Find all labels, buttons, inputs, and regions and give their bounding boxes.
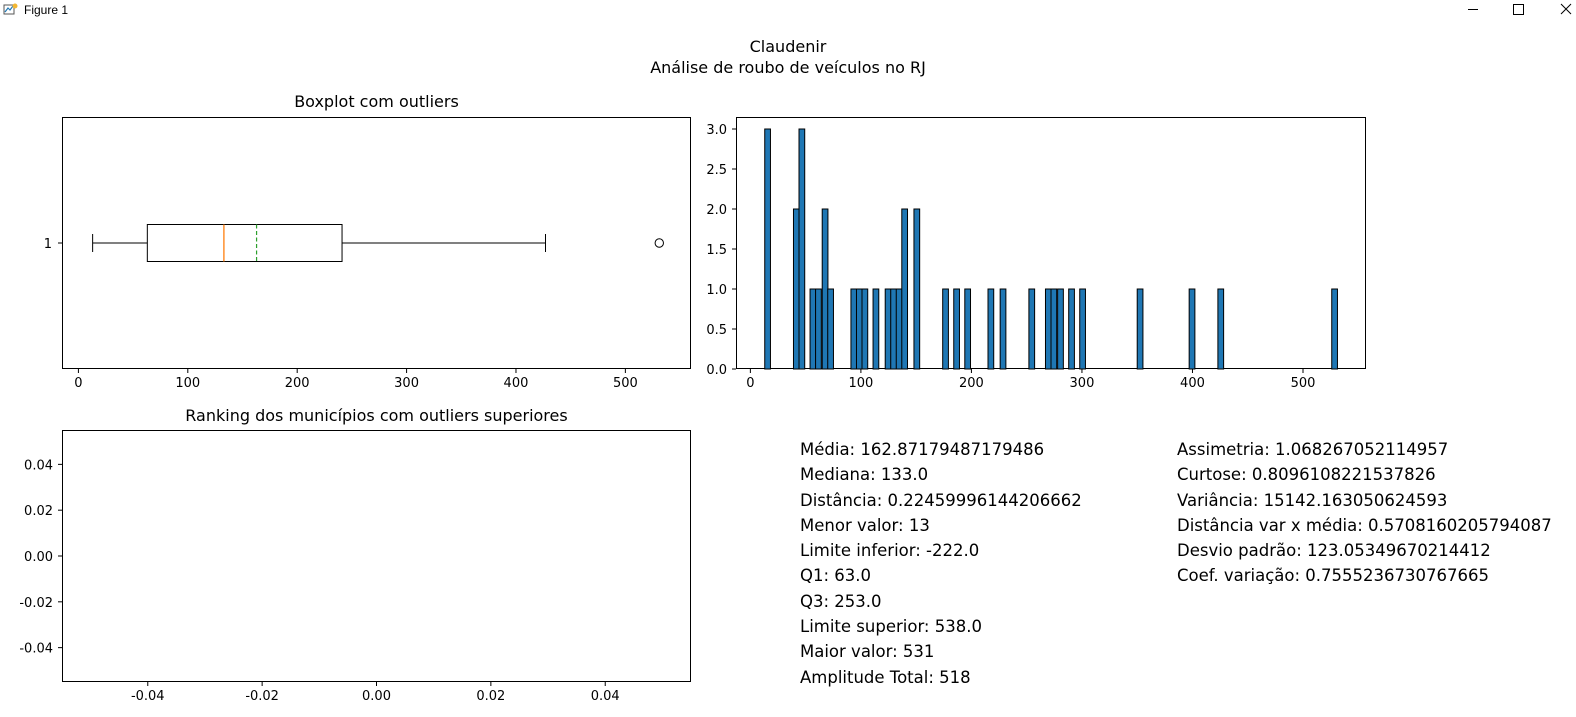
histogram-bar <box>872 288 880 370</box>
histogram-bar <box>999 288 1007 370</box>
histogram-ytick-label: 3.0 <box>706 123 727 138</box>
stat-line: Curtose: 0.8096108221537826 <box>1177 465 1436 485</box>
window-title: Figure 1 <box>24 3 69 17</box>
histogram-bar <box>815 288 822 370</box>
histogram-bar <box>942 288 949 370</box>
histogram-bar <box>1217 288 1225 370</box>
ranking-xtick-label: 0.04 <box>591 689 620 704</box>
histogram-xtick-label: 100 <box>848 376 873 391</box>
stat-line: Distância var x média: 0.570816020579408… <box>1177 515 1552 535</box>
boxplot-xtick-label: 500 <box>613 376 638 391</box>
ranking-ytick-label: -0.02 <box>19 596 53 611</box>
ranking-xtick-label: -0.04 <box>131 689 165 704</box>
histogram-ytick-label: 1.5 <box>706 243 727 258</box>
figure-app-icon <box>3 3 18 15</box>
histogram-bar <box>953 288 960 370</box>
histogram-bar <box>1331 288 1338 370</box>
histogram-ytick-label: 2.0 <box>706 203 727 218</box>
minimize-icon <box>1468 9 1478 10</box>
maximize-button[interactable] <box>1496 0 1542 20</box>
histogram-bar <box>1188 288 1196 370</box>
boxplot-axes-frame <box>62 117 691 369</box>
histogram-bar <box>861 288 869 370</box>
histogram-xtick-label: 200 <box>959 376 984 391</box>
stat-line: Limite superior: 538.0 <box>800 617 982 637</box>
histogram-bar <box>855 288 863 370</box>
histogram-bar <box>850 288 858 370</box>
histogram-bar <box>1136 288 1144 370</box>
stat-line: Menor valor: 13 <box>800 515 930 535</box>
ranking-ytick-label: 0.04 <box>24 458 53 473</box>
histogram-ytick-label: 0.0 <box>706 363 727 378</box>
stat-line: Assimetria: 1.068267052114957 <box>1177 440 1449 459</box>
histogram-xtick-label: 500 <box>1291 376 1316 391</box>
stat-line: Variância: 15142.163050624593 <box>1177 490 1448 510</box>
histogram-bar <box>901 208 909 370</box>
histogram-bar <box>792 208 800 370</box>
boxplot-ytick-label: 1 <box>44 237 52 252</box>
boxplot-chart: 0 100 200 300 400 500 1 <box>44 117 691 391</box>
histogram-bar <box>884 288 892 370</box>
histogram-bar <box>1050 288 1058 370</box>
maximize-icon <box>1513 4 1524 15</box>
ranking-chart: -0.04 -0.02 0.00 0.02 0.04 0.04 0.02 0.00 -0.02 -… <box>19 430 691 704</box>
histogram-ytick-label: 2.5 <box>706 163 727 178</box>
histogram-bar <box>798 128 806 370</box>
histogram-xtick-label: 300 <box>1070 376 1095 391</box>
histogram-ytick-label: 0.5 <box>706 323 727 338</box>
ranking-xtick-label: -0.02 <box>245 689 279 704</box>
histogram-bar <box>809 288 817 370</box>
ranking-xtick-label: 0.00 <box>362 689 391 704</box>
histogram-xtick-label: 400 <box>1180 376 1205 391</box>
histogram-bar <box>1044 288 1052 370</box>
ranking-ytick-label: 0.00 <box>24 550 53 565</box>
histogram-bar <box>827 288 834 370</box>
ranking-ytick-label: 0.02 <box>24 504 53 519</box>
histogram-bar <box>890 288 897 370</box>
histogram-ytick-label: 1.0 <box>706 283 727 298</box>
histogram-bar <box>895 288 903 370</box>
histogram-bar <box>821 208 829 370</box>
figure-suptitle-line1: Claudenir <box>749 37 827 56</box>
boxplot-box <box>146 224 343 262</box>
histogram-bar <box>764 128 771 370</box>
histogram-xtick-label: 0 <box>746 376 754 391</box>
histogram-bar <box>1028 288 1036 370</box>
close-icon <box>1560 3 1572 15</box>
figure-suptitle-line2: Análise de roubo de veículos no RJ <box>650 58 926 77</box>
close-button[interactable] <box>1542 0 1576 20</box>
boxplot-xtick-label: 400 <box>504 376 529 391</box>
stat-line: Média: 162.87179487179486 <box>800 440 1045 459</box>
histogram-bar <box>913 208 921 370</box>
stat-line: Mediana: 133.0 <box>800 465 929 485</box>
ranking-ytick-label: -0.04 <box>19 642 53 657</box>
histogram-chart: 0 100 200 300 400 500 0.0 0.5 1.0 1.5 2.0 2.5 3.0 <box>706 117 1366 391</box>
boxplot-xtick-label: 200 <box>285 376 310 391</box>
histogram-bar <box>1068 288 1075 370</box>
stats-left-column: Média: 162.87179487179486 Mediana: 133.0 D… <box>800 437 1082 690</box>
ranking-title: Ranking dos municípios com outliers supe… <box>185 406 568 425</box>
window-titlebar: Figure 1 <box>0 0 1576 20</box>
ranking-xtick-label: 0.02 <box>476 689 505 704</box>
stats-right-column: Assimetria: 1.068267052114957 Curtose: 0.… <box>1177 437 1552 589</box>
boxplot-xtick-label: 0 <box>74 376 82 391</box>
histogram-bar <box>1057 288 1064 370</box>
stat-line: Q3: 253.0 <box>800 591 882 611</box>
boxplot-title: Boxplot com outliers <box>294 92 459 111</box>
stat-line: Q1: 63.0 <box>800 566 872 586</box>
stat-line: Distância: 0.22459996144206662 <box>800 490 1082 510</box>
boxplot-outlier-point <box>654 238 664 248</box>
minimize-button[interactable] <box>1450 0 1496 20</box>
boxplot-xtick-label: 300 <box>394 376 419 391</box>
histogram-bar <box>987 288 995 370</box>
ranking-axes-frame <box>62 430 691 682</box>
stat-line: Desvio padrão: 123.05349670214412 <box>1177 541 1491 561</box>
stat-line: Amplitude Total: 518 <box>800 667 971 687</box>
boxplot-xtick-label: 100 <box>175 376 200 391</box>
histogram-bar <box>1079 288 1086 370</box>
stat-line: Coef. variação: 0.7555236730767665 <box>1177 566 1490 586</box>
stat-line: Maior valor: 531 <box>800 642 935 662</box>
histogram-bar <box>964 288 972 370</box>
stat-line: Limite inferior: -222.0 <box>800 541 980 561</box>
